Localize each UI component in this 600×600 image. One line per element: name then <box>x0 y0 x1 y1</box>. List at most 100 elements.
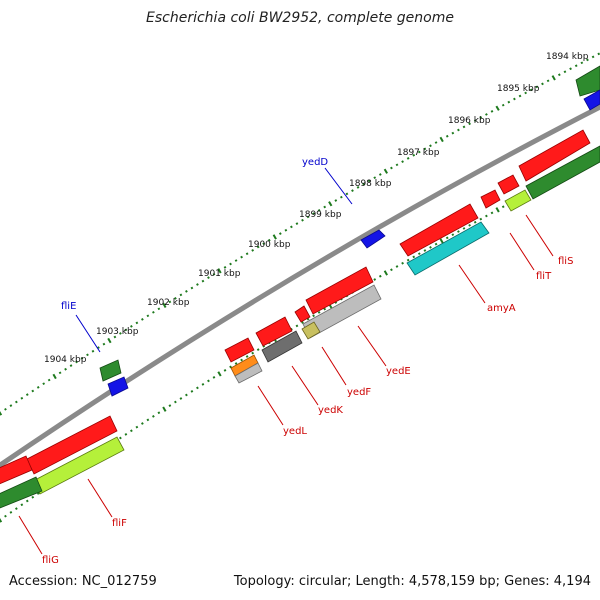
major-tick <box>217 268 222 274</box>
major-tick <box>217 371 222 377</box>
minor-tick <box>80 357 84 360</box>
minor-tick <box>196 283 199 286</box>
tick-label-1895: 1895 kbp <box>497 84 540 94</box>
gene-label-fliF: fliF <box>112 518 127 529</box>
minor-tick <box>301 218 304 222</box>
minor-tick <box>485 214 488 218</box>
tick-label-1896: 1896 kbp <box>448 116 491 126</box>
minor-tick <box>75 360 78 364</box>
feature-top-right[interactable] <box>575 65 600 111</box>
gene-label-yedE: yedE <box>386 366 411 377</box>
minor-tick <box>102 342 106 346</box>
minor-tick <box>240 255 243 259</box>
minor-tick <box>501 205 505 209</box>
major-tick <box>328 201 333 207</box>
minor-tick <box>395 265 399 268</box>
minor-tick <box>201 279 205 283</box>
feature-yedK[interactable] <box>255 316 319 406</box>
gene-label-yedL: yedL <box>283 426 307 437</box>
minor-tick <box>339 195 343 199</box>
minor-tick <box>31 495 35 499</box>
minor-tick <box>91 349 95 353</box>
minor-tick <box>20 503 24 507</box>
gene-label-yedD: yedD <box>302 157 328 168</box>
major-tick <box>383 270 388 276</box>
minor-tick <box>223 266 227 269</box>
minor-tick <box>468 122 471 126</box>
minor-tick <box>234 259 238 262</box>
tick-label-1898: 1898 kbp <box>349 179 392 189</box>
minor-tick <box>251 249 255 252</box>
major-tick <box>495 105 500 111</box>
minor-tick <box>457 230 460 233</box>
minor-tick <box>417 252 421 256</box>
minor-tick <box>401 160 404 163</box>
minor-tick <box>312 314 315 318</box>
minor-tick <box>507 100 511 104</box>
minor-tick <box>135 425 139 429</box>
minor-tick <box>518 94 522 98</box>
minor-tick <box>185 393 188 397</box>
minor-tick <box>429 245 432 249</box>
minor-tick <box>47 378 51 382</box>
feature-fliG[interactable] <box>0 455 43 555</box>
major-tick <box>551 75 556 81</box>
feature-yedE[interactable] <box>302 266 387 367</box>
minor-tick <box>185 290 188 293</box>
feature-yedF[interactable] <box>294 305 347 386</box>
gene-label-fliG: fliG <box>42 555 59 566</box>
minor-tick <box>64 367 67 371</box>
minor-tick <box>201 383 205 386</box>
gene-label-yedK: yedK <box>318 405 343 416</box>
minor-tick <box>4 514 7 518</box>
major-tick <box>439 136 444 143</box>
map-title: Escherichia coli BW2952, complete genome <box>146 10 454 26</box>
minor-tick <box>295 324 299 328</box>
minor-tick <box>223 369 227 372</box>
minor-tick <box>157 307 161 311</box>
minor-tick <box>529 88 533 92</box>
minor-tick <box>312 212 315 215</box>
gene-label-amyA: amyA <box>487 303 516 314</box>
minor-tick <box>168 404 172 407</box>
minor-tick <box>334 199 338 202</box>
gene-label-fliE: fliE <box>61 301 76 312</box>
minor-tick <box>412 153 416 157</box>
minor-tick <box>174 296 177 300</box>
minor-tick <box>190 286 194 290</box>
major-tick <box>0 410 3 416</box>
minor-tick <box>179 397 183 400</box>
minor-tick <box>434 242 438 246</box>
tick-label-1903: 1903 kbp <box>96 327 139 337</box>
tick-label-1901: 1901 kbp <box>198 269 241 279</box>
minor-tick <box>462 227 466 230</box>
minor-tick <box>4 407 7 411</box>
minor-tick <box>591 55 595 59</box>
minor-tick <box>135 321 139 325</box>
tick-label-1899: 1899 kbp <box>299 210 342 220</box>
minor-tick <box>25 393 29 396</box>
minor-tick <box>473 220 477 224</box>
feature-fliF[interactable] <box>26 415 125 518</box>
minor-tick <box>351 189 354 193</box>
feature-fliS[interactable] <box>518 129 600 257</box>
minor-tick <box>290 225 293 229</box>
major-tick <box>272 234 277 240</box>
minor-tick <box>212 376 216 379</box>
feature-amyA[interactable] <box>399 203 490 304</box>
minor-tick <box>451 131 455 135</box>
feature-yedD[interactable] <box>324 167 386 249</box>
feature-fliE[interactable] <box>75 314 129 397</box>
minor-tick <box>15 400 18 404</box>
scale-labels: 1894 kbp 1895 kbp 1896 kbp 1897 kbp 1898… <box>44 52 589 365</box>
minor-tick <box>373 278 377 281</box>
feature-fliT[interactable] <box>480 174 535 271</box>
minor-tick <box>207 276 210 280</box>
minor-tick <box>423 249 427 252</box>
feature-yedL[interactable] <box>224 337 284 426</box>
minor-tick <box>42 382 46 386</box>
minor-tick <box>234 362 238 365</box>
gene-label-fliT: fliT <box>536 271 552 282</box>
minor-tick <box>490 109 494 113</box>
minor-tick <box>245 355 249 358</box>
